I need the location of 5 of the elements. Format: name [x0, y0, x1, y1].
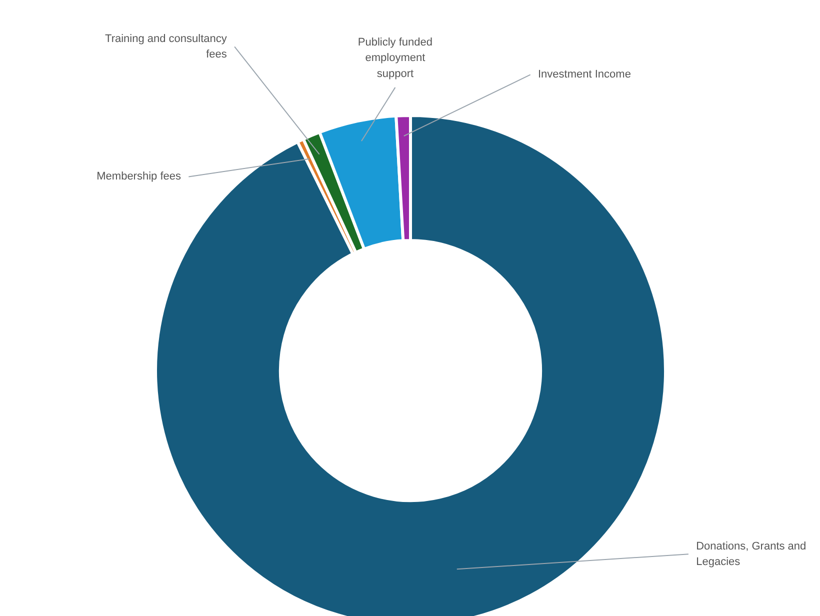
slice-label: Membership fees: [96, 170, 182, 183]
slice-label: Publicly funded employment support: [358, 36, 433, 80]
slice-label: Training and consultancy fees: [105, 32, 228, 60]
slice-label: Investment Income: [538, 68, 631, 81]
slice-label: Donations, Grants and Legacies: [696, 540, 806, 568]
